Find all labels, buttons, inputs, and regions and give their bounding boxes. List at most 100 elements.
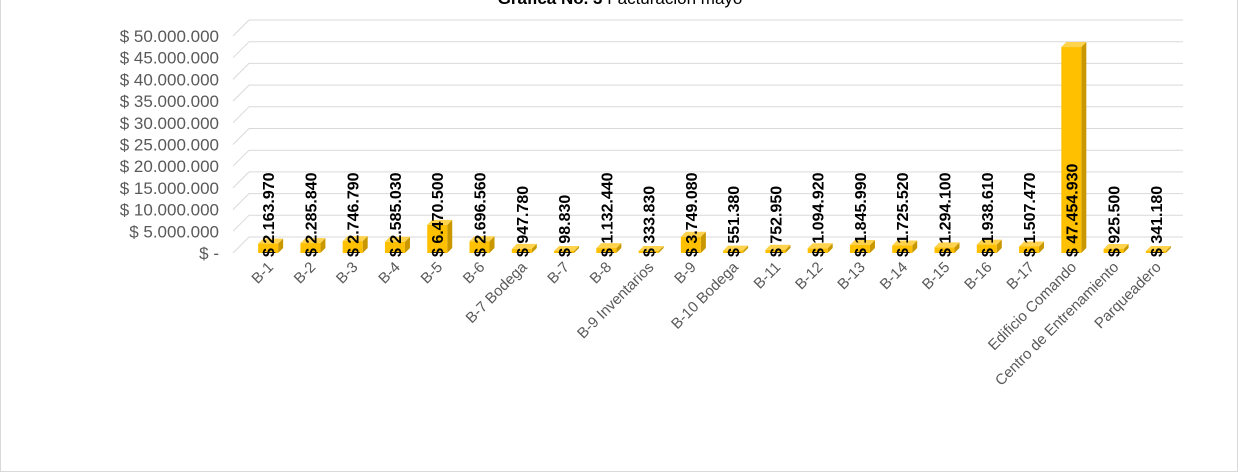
gridline-slant [232, 19, 250, 37]
x-tick-label: B-3 [333, 259, 362, 288]
bar [596, 243, 622, 253]
bar-top [723, 245, 749, 251]
bar-top [934, 242, 960, 248]
chart-title-rest: Facturación mayo [603, 0, 743, 8]
bar-side [785, 244, 791, 253]
bar [300, 238, 326, 253]
data-label: $ 947.780 [515, 186, 532, 257]
bar-side [531, 243, 537, 253]
y-tick-label: $ 45.000.000 [120, 49, 219, 68]
bar-side [996, 239, 1002, 253]
bar-top [342, 236, 368, 242]
bar-top [427, 219, 453, 225]
bar [807, 243, 833, 253]
bar-front [680, 236, 701, 253]
bar-front [1145, 251, 1166, 253]
bar-top [300, 238, 326, 244]
bar-top [1019, 241, 1045, 247]
data-label: $ 2.163.970 [261, 172, 278, 257]
bar-side [278, 238, 284, 253]
bar [1019, 241, 1045, 253]
data-labels: $ 2.163.970 $ 2.285.840 $ 2.746.790 $ 2.585… [261, 163, 1166, 257]
bar-top [638, 246, 664, 251]
bar [384, 236, 410, 253]
x-tick-label: B-1 [248, 259, 277, 288]
bar-front [300, 243, 321, 253]
bar-front [723, 250, 744, 253]
x-tick-label: B-8 [587, 259, 616, 288]
y-tick-label: $ 50.000.000 [120, 27, 219, 46]
y-tick-label: $ 35.000.000 [120, 92, 219, 111]
data-label: $ 551.380 [726, 186, 743, 257]
bar [765, 244, 791, 253]
bar-front [469, 241, 490, 253]
x-tick-label: B-6 [460, 259, 489, 288]
gridline-slant [232, 84, 250, 102]
bar-front [384, 241, 405, 253]
bar-top [1103, 243, 1129, 249]
bar [723, 245, 749, 253]
gridline-slant [232, 149, 250, 167]
bar-top [511, 243, 537, 249]
bar-side [362, 236, 368, 253]
bar-front [892, 245, 913, 253]
bar-side [954, 242, 960, 253]
bar-top [596, 243, 622, 249]
y-tick-label: $ 20.000.000 [120, 157, 219, 176]
bar-top [469, 236, 495, 242]
bar-top [1145, 246, 1171, 251]
bar-top [554, 246, 580, 251]
gridline-slant [232, 171, 250, 189]
y-axis-ticks: $ - $ 5.000.000 $ 10.000.000 $ 15.000.000 $ … [120, 27, 219, 263]
bar [849, 239, 875, 253]
bar-top [807, 243, 833, 249]
x-axis-ticks: B-1 B-2 B-3 B-4 B-5 B-6B-7 Bodega B-7 B-8B-9 In… [248, 258, 1164, 389]
y-tick-label: $ - [199, 244, 219, 263]
bar-front [1019, 246, 1040, 253]
bars [258, 42, 1171, 253]
bar [976, 239, 1002, 253]
bar-front [1061, 47, 1082, 253]
bar-front [849, 244, 870, 253]
bar [934, 242, 960, 253]
bar-side [700, 231, 706, 253]
data-label: $ 2.696.560 [473, 172, 490, 257]
bar [342, 236, 368, 253]
y-tick-label: $ 25.000.000 [120, 136, 219, 155]
bar-side [616, 243, 622, 253]
bar-top [384, 236, 410, 242]
x-tick-label: B-16 [961, 259, 995, 293]
data-label: $ 925.500 [1107, 186, 1124, 257]
bar-side [912, 240, 918, 253]
bar [469, 236, 495, 253]
x-tick-label: B-12 [792, 259, 826, 293]
gridline-slant [232, 128, 250, 145]
data-label: $ 2.285.840 [303, 172, 320, 257]
y-tick-label: $ 15.000.000 [120, 179, 219, 198]
data-label: $ 98.830 [557, 195, 574, 257]
bar [892, 240, 918, 253]
bar-side [1165, 246, 1171, 253]
x-tick-label: B-9 [671, 259, 700, 288]
gridline-slant [232, 193, 250, 210]
x-tick-label: B-9 Inventarios [574, 259, 657, 342]
gridline-slant [232, 63, 250, 80]
bar-side [574, 246, 580, 253]
x-tick-label: B-2 [291, 259, 320, 288]
bar-side [320, 238, 326, 253]
bar-side [827, 243, 833, 253]
bar-side [1081, 42, 1087, 253]
y-tick-label: $ 10.000.000 [120, 201, 219, 220]
x-tick-label: B-7 [544, 259, 573, 288]
data-label: $ 333.830 [642, 186, 659, 257]
data-label: $ 2.585.030 [388, 172, 405, 257]
bar-front [765, 249, 786, 253]
gridline-slant [232, 214, 250, 232]
bar [427, 219, 453, 253]
gridline-slant [232, 106, 250, 124]
gridlines [232, 19, 1183, 254]
data-label: $ 1.725.520 [895, 172, 912, 257]
bar-top [680, 231, 706, 237]
bar-front [807, 248, 828, 253]
